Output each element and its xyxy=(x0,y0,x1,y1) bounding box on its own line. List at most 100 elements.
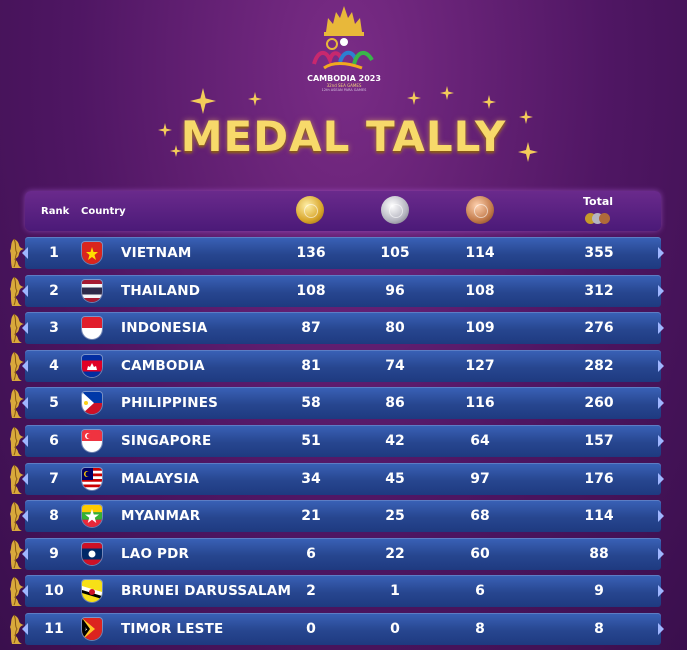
sea-games-logo: CAMBODIA 2023 32nd SEA GAMES 12th ASEAN … xyxy=(302,4,386,100)
row-total: 260 xyxy=(584,395,614,411)
table-row: 3 INDONESIA 87 80 109 276 xyxy=(22,312,664,344)
table-row: 6 SINGAPORE 51 42 64 157 xyxy=(22,425,664,457)
ornament-icon xyxy=(8,538,30,570)
row-rank: 11 xyxy=(44,621,64,637)
row-country: MYANMAR xyxy=(121,508,201,524)
ornament-icon xyxy=(8,463,30,495)
row-rank: 7 xyxy=(49,471,59,487)
row-country: BRUNEI DARUSSALAM xyxy=(121,583,292,599)
row-right-cap xyxy=(658,322,664,334)
ornament-icon xyxy=(8,237,30,269)
row-silver: 1 xyxy=(390,583,400,599)
brunei-flag-icon xyxy=(82,580,102,602)
thailand-flag-icon xyxy=(82,280,102,302)
row-gold: 21 xyxy=(301,508,321,524)
row-left-cap xyxy=(22,548,28,560)
sparkle-icon xyxy=(518,142,538,162)
row-bronze: 109 xyxy=(465,320,495,336)
angkor-temple-logo-icon xyxy=(312,6,374,70)
row-country: THAILAND xyxy=(121,283,201,299)
bronze-medal-icon xyxy=(466,196,494,224)
row-left-cap xyxy=(22,247,28,259)
row-left-cap xyxy=(22,360,28,372)
row-country: TIMOR LESTE xyxy=(121,621,224,637)
header-total: Total xyxy=(583,195,614,208)
ornament-icon xyxy=(8,387,30,419)
row-gold: 136 xyxy=(296,245,326,261)
row-country: INDONESIA xyxy=(121,320,208,336)
sparkle-icon xyxy=(519,110,533,124)
row-gold: 6 xyxy=(306,546,316,562)
header-country: Country xyxy=(81,206,126,217)
row-rank: 6 xyxy=(49,433,59,449)
row-right-cap xyxy=(658,360,664,372)
row-rank: 1 xyxy=(49,245,59,261)
logo-line3: 12th ASEAN PARA GAMES xyxy=(321,88,367,92)
row-gold: 51 xyxy=(301,433,321,449)
philippines-flag-icon xyxy=(82,392,102,414)
row-bronze: 64 xyxy=(470,433,490,449)
logo-line2: 32nd SEA GAMES xyxy=(326,83,362,88)
ornament-icon xyxy=(8,613,30,645)
row-right-cap xyxy=(658,548,664,560)
sparkle-icon xyxy=(407,91,421,105)
row-bronze: 6 xyxy=(475,583,485,599)
row-country: MALAYSIA xyxy=(121,471,200,487)
table-row: 8 MYANMAR 21 25 68 114 xyxy=(22,500,664,532)
row-bronze: 108 xyxy=(465,283,495,299)
ornament-icon xyxy=(8,312,30,344)
table-row: 1 VIETNAM 136 105 114 355 xyxy=(22,237,664,269)
row-gold: 58 xyxy=(301,395,321,411)
sparkle-icon xyxy=(158,123,172,137)
sparkle-icon xyxy=(190,88,216,114)
row-total: 157 xyxy=(584,433,614,449)
row-gold: 34 xyxy=(301,471,321,487)
vietnam-flag-icon xyxy=(82,242,102,264)
row-bronze: 68 xyxy=(470,508,490,524)
ornament-icon xyxy=(8,425,30,457)
total-medals-icon xyxy=(592,213,603,224)
table-header: Rank Country Total xyxy=(25,191,661,231)
row-left-cap xyxy=(22,435,28,447)
row-right-cap xyxy=(658,473,664,485)
row-total: 114 xyxy=(584,508,614,524)
sparkle-icon xyxy=(248,92,262,106)
row-total: 9 xyxy=(594,583,604,599)
row-silver: 25 xyxy=(385,508,405,524)
indonesia-flag-icon xyxy=(82,317,102,339)
row-right-cap xyxy=(658,510,664,522)
logo-line1: CAMBODIA 2023 xyxy=(307,74,381,83)
row-left-cap xyxy=(22,623,28,635)
row-gold: 108 xyxy=(296,283,326,299)
gold-medal-icon xyxy=(296,196,324,224)
row-left-cap xyxy=(22,285,28,297)
timor-leste-flag-icon xyxy=(82,618,102,640)
table-row: 4 CAMBODIA 81 74 127 282 xyxy=(22,350,664,382)
row-left-cap xyxy=(22,322,28,334)
row-country: SINGAPORE xyxy=(121,433,212,449)
row-total: 312 xyxy=(584,283,614,299)
row-silver: 22 xyxy=(385,546,405,562)
sparkle-icon xyxy=(440,86,454,100)
row-silver: 42 xyxy=(385,433,405,449)
row-right-cap xyxy=(658,435,664,447)
table-row: 7 MALAYSIA 34 45 97 176 xyxy=(22,463,664,495)
row-bronze: 114 xyxy=(465,245,495,261)
table-row: 11 TIMOR LESTE 0 0 8 8 xyxy=(22,613,664,645)
sparkle-icon xyxy=(482,95,496,109)
row-silver: 105 xyxy=(380,245,410,261)
malaysia-flag-icon xyxy=(82,468,102,490)
row-rank: 10 xyxy=(44,583,64,599)
row-right-cap xyxy=(658,397,664,409)
row-country: PHILIPPINES xyxy=(121,395,219,411)
row-silver: 96 xyxy=(385,283,405,299)
row-left-cap xyxy=(22,510,28,522)
row-bronze: 127 xyxy=(465,358,495,374)
table-row: 10 BRUNEI DARUSSALAM 2 1 6 9 xyxy=(22,575,664,607)
row-rank: 2 xyxy=(49,283,59,299)
ornament-icon xyxy=(8,275,30,307)
row-right-cap xyxy=(658,585,664,597)
row-rank: 3 xyxy=(49,320,59,336)
row-gold: 0 xyxy=(306,621,316,637)
row-silver: 45 xyxy=(385,471,405,487)
